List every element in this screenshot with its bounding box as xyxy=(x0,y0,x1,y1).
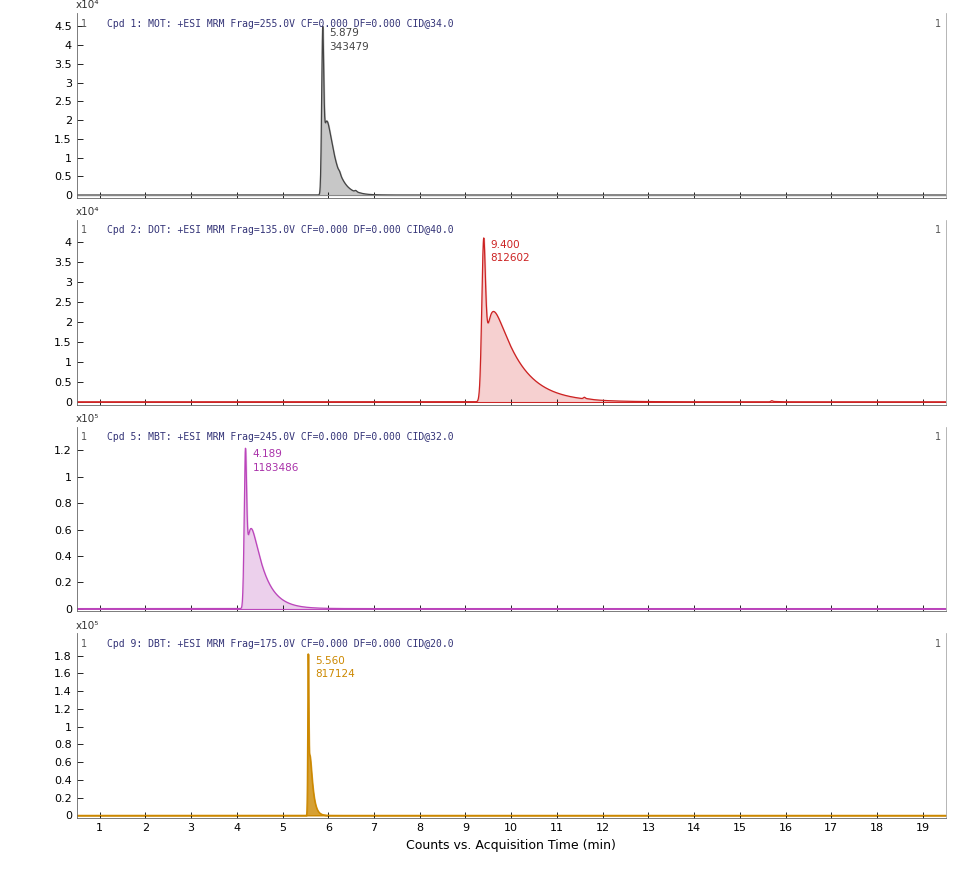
Text: 343479: 343479 xyxy=(329,42,370,52)
Text: 5.560: 5.560 xyxy=(315,655,345,666)
Text: 1: 1 xyxy=(935,226,941,235)
Text: Cpd 2: DOT: +ESI MRM Frag=135.0V CF=0.000 DF=0.000 CID@40.0: Cpd 2: DOT: +ESI MRM Frag=135.0V CF=0.00… xyxy=(108,226,454,235)
Text: Cpd 1: MOT: +ESI MRM Frag=255.0V CF=0.000 DF=0.000 CID@34.0: Cpd 1: MOT: +ESI MRM Frag=255.0V CF=0.00… xyxy=(108,18,454,29)
Text: x10⁴: x10⁴ xyxy=(76,0,100,10)
Text: 812602: 812602 xyxy=(491,253,530,263)
Text: 817124: 817124 xyxy=(315,669,355,679)
Text: Cpd 9: DBT: +ESI MRM Frag=175.0V CF=0.000 DF=0.000 CID@20.0: Cpd 9: DBT: +ESI MRM Frag=175.0V CF=0.00… xyxy=(108,639,454,649)
Text: 1: 1 xyxy=(935,432,941,442)
Text: 4.189: 4.189 xyxy=(252,450,282,459)
X-axis label: Counts vs. Acquisition Time (min): Counts vs. Acquisition Time (min) xyxy=(406,838,616,851)
Text: 1183486: 1183486 xyxy=(252,463,299,473)
Text: 1: 1 xyxy=(935,18,941,29)
Text: x10⁵: x10⁵ xyxy=(76,414,99,424)
Text: 1: 1 xyxy=(82,226,87,235)
Text: Cpd 5: MBT: +ESI MRM Frag=245.0V CF=0.000 DF=0.000 CID@32.0: Cpd 5: MBT: +ESI MRM Frag=245.0V CF=0.00… xyxy=(108,432,454,442)
Text: 1: 1 xyxy=(82,432,87,442)
Text: 1: 1 xyxy=(82,639,87,649)
Text: x10⁵: x10⁵ xyxy=(76,620,99,631)
Text: 1: 1 xyxy=(935,639,941,649)
Text: 1: 1 xyxy=(82,18,87,29)
Text: 5.879: 5.879 xyxy=(329,28,359,38)
Text: x10⁴: x10⁴ xyxy=(76,207,100,217)
Text: 9.400: 9.400 xyxy=(491,240,520,249)
